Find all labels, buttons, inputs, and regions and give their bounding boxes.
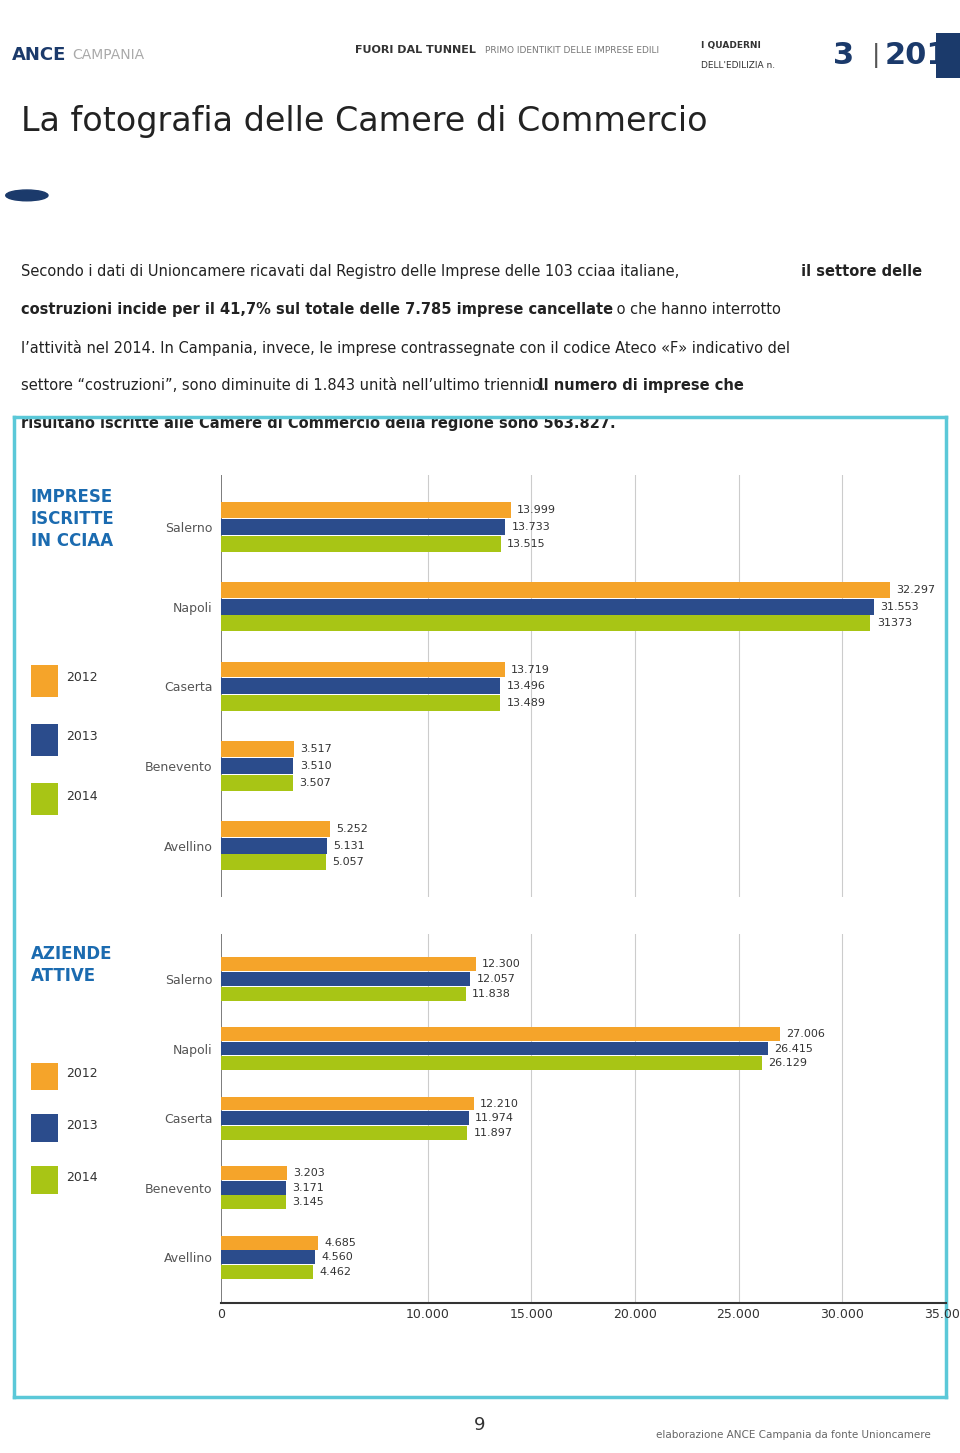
Bar xyxy=(221,1167,287,1180)
Text: 5.131: 5.131 xyxy=(333,841,365,850)
Text: 32.297: 32.297 xyxy=(896,586,935,594)
Bar xyxy=(221,661,505,677)
Text: 3.203: 3.203 xyxy=(294,1168,325,1178)
Bar xyxy=(221,581,890,597)
Text: 4.462: 4.462 xyxy=(320,1267,351,1277)
Text: PRIMO IDENTIKIT DELLE IMPRESE EDILI: PRIMO IDENTIKIT DELLE IMPRESE EDILI xyxy=(485,45,659,55)
Text: 13.733: 13.733 xyxy=(512,522,550,532)
Bar xyxy=(221,821,329,837)
Bar xyxy=(221,972,470,987)
Bar xyxy=(221,519,505,535)
Bar xyxy=(221,1181,286,1194)
Text: 12.057: 12.057 xyxy=(477,974,516,984)
Text: 2015: 2015 xyxy=(885,41,960,70)
Bar xyxy=(221,958,475,971)
Bar xyxy=(221,599,875,615)
Bar xyxy=(221,854,325,870)
Text: 2013: 2013 xyxy=(66,731,98,744)
Text: 13.719: 13.719 xyxy=(511,664,550,674)
Bar xyxy=(221,1042,768,1055)
Text: 12.300: 12.300 xyxy=(482,959,520,969)
Text: ANCE: ANCE xyxy=(12,46,66,64)
Bar xyxy=(221,1112,468,1125)
Bar xyxy=(31,724,58,756)
Bar xyxy=(31,783,58,815)
Text: DELL'EDILIZIA n.: DELL'EDILIZIA n. xyxy=(701,61,775,70)
Text: I QUADERNI: I QUADERNI xyxy=(701,41,760,49)
Text: 26.415: 26.415 xyxy=(774,1043,813,1053)
Text: 5.252: 5.252 xyxy=(336,824,368,834)
Text: 9: 9 xyxy=(474,1417,486,1434)
Text: 2012: 2012 xyxy=(66,1068,98,1081)
Text: 31373: 31373 xyxy=(876,619,912,628)
Text: CAMPANIA: CAMPANIA xyxy=(72,48,144,62)
Text: il settore delle: il settore delle xyxy=(796,264,922,279)
Text: 13.999: 13.999 xyxy=(516,506,556,516)
Bar xyxy=(221,837,327,853)
Text: 13.489: 13.489 xyxy=(506,697,545,708)
Text: settore “costruzioni”, sono diminuite di 1.843 unità nell’ultimo triennio.: settore “costruzioni”, sono diminuite di… xyxy=(21,378,545,392)
Text: costruzioni incide per il 41,7% sul totale delle 7.785 imprese cancellate: costruzioni incide per il 41,7% sul tota… xyxy=(21,302,613,317)
Bar xyxy=(221,695,500,711)
Bar xyxy=(221,1235,318,1250)
Text: 2014: 2014 xyxy=(66,1171,98,1184)
Text: IMPRESE
ISCRITTE
IN CCIAA: IMPRESE ISCRITTE IN CCIAA xyxy=(31,488,114,551)
Text: 26.129: 26.129 xyxy=(768,1058,807,1068)
Text: 3.517: 3.517 xyxy=(300,744,331,754)
Bar xyxy=(221,536,501,552)
Text: 13.496: 13.496 xyxy=(507,681,545,692)
Text: 2012: 2012 xyxy=(66,671,98,684)
Text: 3.145: 3.145 xyxy=(292,1197,324,1207)
Text: |: | xyxy=(872,44,880,68)
Text: 13.515: 13.515 xyxy=(507,539,545,549)
Bar xyxy=(221,1056,762,1069)
Text: 4.560: 4.560 xyxy=(322,1252,353,1263)
Bar xyxy=(221,679,500,695)
Text: 11.897: 11.897 xyxy=(473,1128,513,1138)
Text: 11.974: 11.974 xyxy=(475,1113,514,1123)
Text: Il numero di imprese che: Il numero di imprese che xyxy=(533,378,744,392)
Text: elaborazione ANCE Campania da fonte Unioncamere: elaborazione ANCE Campania da fonte Unio… xyxy=(657,1431,931,1440)
Bar xyxy=(31,1167,58,1194)
Bar xyxy=(221,1126,468,1139)
Text: 2014: 2014 xyxy=(66,789,98,802)
Circle shape xyxy=(6,190,48,201)
Bar xyxy=(221,774,294,790)
Text: 3.171: 3.171 xyxy=(293,1183,324,1193)
Text: FUORI DAL TUNNEL: FUORI DAL TUNNEL xyxy=(355,45,476,55)
Text: Secondo i dati di Unioncamere ricavati dal Registro delle Imprese delle 103 ccia: Secondo i dati di Unioncamere ricavati d… xyxy=(21,264,680,279)
Text: La fotografia delle Camere di Commercio: La fotografia delle Camere di Commercio xyxy=(21,106,708,138)
Bar xyxy=(221,1097,473,1110)
Text: o che hanno interrotto: o che hanno interrotto xyxy=(612,302,781,317)
Text: 3.507: 3.507 xyxy=(300,777,331,788)
Text: AZIENDE
ATTIVE: AZIENDE ATTIVE xyxy=(31,944,112,985)
Text: 3: 3 xyxy=(833,41,854,70)
Text: 5.057: 5.057 xyxy=(332,857,364,867)
Bar xyxy=(221,1196,286,1209)
Bar xyxy=(936,33,960,78)
Bar xyxy=(221,1251,315,1264)
Text: 2013: 2013 xyxy=(66,1119,98,1132)
Text: l’attività nel 2014. In Campania, invece, le imprese contrassegnate con il codic: l’attività nel 2014. In Campania, invece… xyxy=(21,340,790,356)
Bar xyxy=(31,665,58,697)
Text: 3.510: 3.510 xyxy=(300,761,331,772)
Bar xyxy=(221,503,511,519)
Bar xyxy=(221,615,871,631)
Bar xyxy=(221,741,294,757)
Text: 27.006: 27.006 xyxy=(786,1029,826,1039)
Text: risultano iscritte alle Camere di Commercio della regione sono 563.827.: risultano iscritte alle Camere di Commer… xyxy=(21,416,615,432)
Bar xyxy=(221,1027,780,1040)
Bar xyxy=(31,1114,58,1142)
Bar xyxy=(221,1266,313,1279)
Text: 11.838: 11.838 xyxy=(472,988,511,998)
Text: 31.553: 31.553 xyxy=(880,602,919,612)
Text: 4.685: 4.685 xyxy=(324,1238,356,1248)
Bar xyxy=(31,1062,58,1090)
Bar xyxy=(221,758,294,774)
Text: 12.210: 12.210 xyxy=(480,1098,518,1109)
Bar xyxy=(221,987,466,1001)
